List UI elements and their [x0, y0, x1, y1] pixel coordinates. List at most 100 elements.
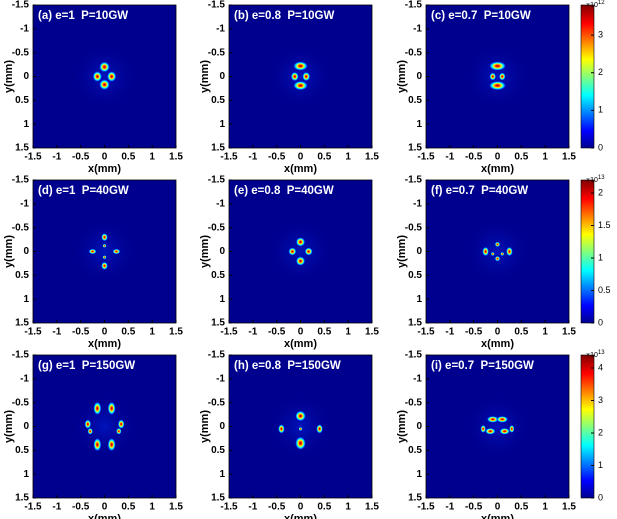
y-axis-label: y(mm): [3, 235, 15, 268]
x-tick-label: -1.5: [24, 152, 42, 163]
panel: (e) e=0.8 P=40GW-1.5 -1 -0.5 0 0.5 1 1.5-1.5-1…: [199, 175, 379, 350]
x-tick-label: 0: [495, 327, 501, 338]
x-tick-label: 1: [345, 327, 351, 338]
beam-spot: [107, 437, 116, 452]
beam-spot: [295, 436, 306, 450]
y-tick-label: 0.5: [15, 445, 29, 456]
y-tick-label: -1: [413, 373, 422, 384]
multiplier-exponent: 13: [598, 350, 605, 356]
panel-title: (i) e=0.7 P=150GW: [431, 360, 534, 372]
beam-spot: [290, 71, 299, 82]
x-axis-label: x(mm): [284, 513, 317, 519]
y-tick-label: 0.5: [408, 95, 422, 106]
y-tick-label: -1.5: [208, 0, 226, 11]
y-tick-label: 0.5: [211, 445, 225, 456]
y-tick-label: 1: [416, 469, 422, 480]
panel-title: (b) e=0.8 P=10GW: [234, 10, 334, 22]
beam-spot: [488, 61, 507, 71]
colorbar-tick-label: 1: [598, 105, 603, 115]
colorbar-tick-label: 1: [598, 460, 603, 470]
x-tick-label: -0.5: [72, 502, 90, 513]
x-tick-label: -1.5: [417, 502, 435, 513]
panel: (a) e=1 P=10GW-1.5 -1 -0.5 0 0.5 1 1.5-1.5-1-0…: [3, 0, 183, 175]
beam-spot: [304, 247, 313, 256]
y-axis-label: y(mm): [3, 60, 15, 93]
beam-spot: [84, 419, 92, 429]
y-tick-label: 1.5: [211, 318, 225, 329]
x-axis-label: x(mm): [284, 163, 317, 175]
beam-spot: [93, 437, 102, 452]
x-axis-label: x(mm): [88, 163, 121, 175]
x-tick-label: 1.5: [365, 327, 379, 338]
y-tick-label: -1: [413, 198, 422, 209]
colorbar-multiplier: ×1012: [586, 0, 605, 9]
x-tick-label: 1.5: [365, 152, 379, 163]
x-tick-label: -1.5: [220, 327, 238, 338]
beam-halo: [267, 43, 334, 110]
beam-spot: [494, 241, 501, 248]
x-tick-label: 0.5: [514, 327, 528, 338]
colorbar-multiplier: ×1013: [586, 175, 605, 184]
x-tick-label: 1.5: [169, 502, 183, 513]
panel: (c) e=0.7 P=10GW-1.5 -1 -0.5 0 0.5 1 1.5-1.5-1…: [396, 0, 605, 175]
y-tick-label: -1: [20, 198, 29, 209]
x-axis-label: x(mm): [88, 513, 121, 519]
colorbar-multiplier: ×1013: [586, 350, 605, 359]
y-tick-label: -1: [20, 373, 29, 384]
y-axis-label: y(mm): [396, 60, 408, 93]
y-tick-label: -1.5: [208, 350, 226, 361]
y-tick-label: 1.5: [211, 143, 225, 154]
x-tick-label: -0.5: [72, 327, 90, 338]
beam-spot: [490, 251, 495, 256]
y-tick-label: 0: [416, 246, 422, 257]
colorbar-tick-label: 2: [598, 427, 603, 437]
panel: (b) e=0.8 P=10GW-1.5 -1 -0.5 0 0.5 1 1.5-1.5-1…: [199, 0, 379, 175]
x-tick-label: 0.5: [317, 152, 331, 163]
beam-spot: [480, 424, 486, 433]
y-tick-label: -0.5: [12, 222, 30, 233]
y-tick-label: -1: [216, 198, 225, 209]
beam-spot: [106, 71, 117, 82]
x-tick-label: -1.5: [24, 327, 42, 338]
x-axis-label: x(mm): [481, 163, 514, 175]
panel-title: (e) e=0.8 P=40GW: [234, 185, 334, 197]
x-tick-label: 1: [345, 502, 351, 513]
panel-title: (a) e=1 P=10GW: [38, 10, 128, 22]
multiplier-exponent: 13: [598, 175, 605, 181]
panel-title: (d) e=1 P=40GW: [38, 185, 129, 197]
y-axis-label: y(mm): [396, 410, 408, 443]
x-tick-label: -1: [248, 152, 257, 163]
colorbar-tick-label: 3: [598, 29, 603, 39]
y-tick-label: 0: [219, 71, 225, 82]
x-tick-label: 1: [149, 502, 155, 513]
y-tick-label: 0: [23, 71, 29, 82]
y-tick-label: -1.5: [405, 175, 423, 186]
beam-halo: [464, 393, 531, 460]
beam-spot: [87, 427, 93, 435]
beam-spot: [499, 427, 510, 435]
x-tick-label: 0: [102, 152, 108, 163]
beam-spot: [500, 251, 505, 256]
x-tick-label: -0.5: [72, 152, 90, 163]
x-tick-label: 0.5: [317, 502, 331, 513]
y-tick-label: 1.5: [211, 493, 225, 504]
y-tick-label: 0: [219, 421, 225, 432]
y-tick-label: -0.5: [12, 397, 30, 408]
panel: (g) e=1 P=150GW-1.5 -1 -0.5 0 0.5 1 1.5-1.5-1-…: [3, 350, 183, 519]
multiplier-base: ×10: [586, 2, 598, 9]
y-tick-label: 0.5: [211, 270, 225, 281]
beam-spot: [494, 255, 501, 262]
y-tick-label: 0: [23, 246, 29, 257]
colorbar-tick-label: 0.5: [598, 285, 611, 295]
x-tick-label: -1: [248, 502, 257, 513]
beam-spot: [482, 246, 489, 257]
y-axis-label: y(mm): [199, 60, 211, 93]
x-tick-label: 0: [298, 327, 304, 338]
x-tick-label: 1: [149, 327, 155, 338]
y-tick-label: 1: [219, 119, 225, 130]
multiplier-exponent: 12: [598, 0, 605, 6]
x-tick-label: 1.5: [169, 152, 183, 163]
y-tick-label: 1: [416, 119, 422, 130]
x-tick-label: -1.5: [220, 502, 238, 513]
beam-spot: [101, 233, 108, 242]
